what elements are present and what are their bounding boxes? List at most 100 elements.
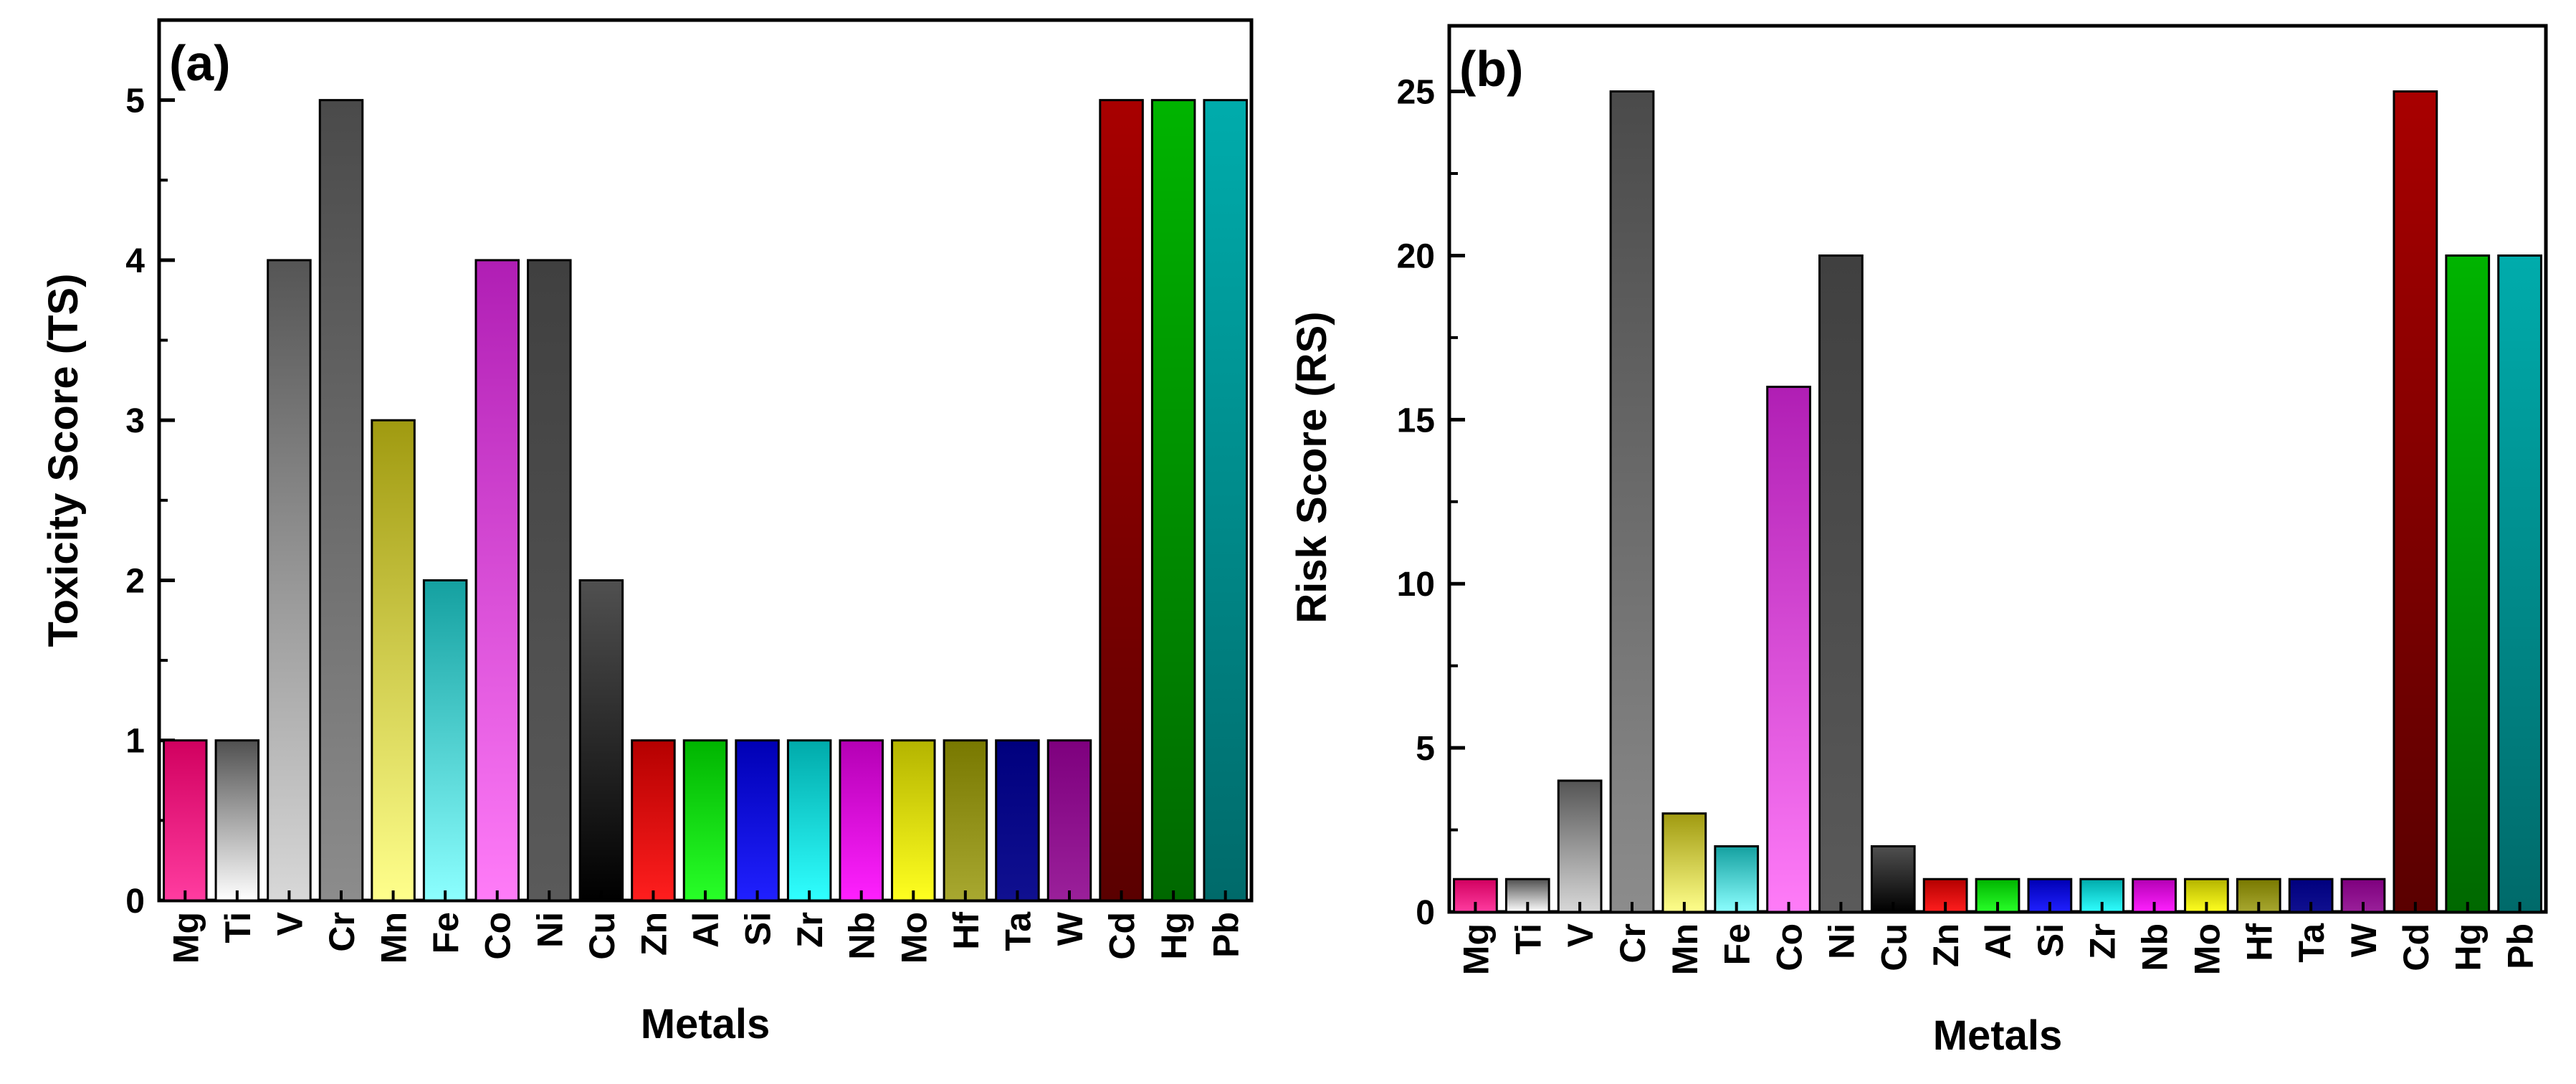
panel-a-bar-zr [786, 739, 832, 902]
panel-a-bar-nb [839, 739, 884, 902]
panel-b-bar-mn [1661, 812, 1707, 913]
panel-a-x-tick-label-hf: Hf [946, 912, 986, 950]
panel-a-bar-co [474, 259, 520, 902]
panel-b: 0 5 10 15 20 25 Mg Ti V Cr Mn Fe Co Ni Cu Zn Al Si Zr Nb Mo… [1289, 24, 2548, 1059]
panel-a-x-tick-label-zn: Zn [634, 912, 674, 956]
panel-b-x-axis-title: Metals [1933, 1012, 2063, 1059]
panel-a-x-tick-label-mg: Mg [166, 912, 206, 964]
panel-a-x-tick-label-mn: Mn [374, 912, 414, 964]
panel-b-x-tick-label-cu: Cu [1874, 923, 1914, 971]
panel-a-x-tick-label-al: Al [686, 912, 726, 948]
panel-a-bar-pb [1203, 99, 1248, 902]
panel-a-bar-mn [371, 419, 416, 902]
panel-b-y-tick-label: 5 [1416, 730, 1435, 768]
panel-b-x-tick-label-ni: Ni [1821, 923, 1861, 959]
panel-b-y-tick-label: 25 [1397, 74, 1435, 112]
panel-b-x-tick-label-ta: Ta [2291, 923, 2332, 963]
panel-a-bar-mo [891, 739, 936, 902]
panel-a-x-tick-label-pb: Pb [1206, 912, 1246, 958]
panel-a-bar-hf [943, 739, 988, 902]
panel-b-x-tick-label-ti: Ti [1508, 923, 1548, 955]
panel-b-tag: (b) [1459, 41, 1523, 97]
panel-a-bar-cu [578, 579, 624, 902]
panel-a-bar-ta [995, 739, 1040, 902]
panel-a-y-axis-title: Toxicity Score (TS) [40, 273, 87, 647]
panel-a-x-tick-label-hg: Hg [1154, 912, 1194, 960]
panel-b-x-tick-label-mn: Mn [1665, 923, 1705, 975]
panel-a-x-tick-label-fe: Fe [426, 912, 466, 954]
panel-b-x-tick-label-v: V [1560, 923, 1601, 947]
panel-b-x-tick-label-zn: Zn [1926, 923, 1966, 967]
panel-a-x-tick-label-cu: Cu [582, 912, 622, 960]
panel-a-x-axis-title: Metals [641, 1001, 771, 1047]
panel-a-x-tick-label-v: V [269, 911, 310, 936]
panel-a-x-tick-label-w: W [1050, 911, 1090, 946]
panel-a-bar-cr [318, 99, 364, 902]
panel-a-tag: (a) [169, 35, 231, 91]
panel-a-y-tick-label: 4 [125, 242, 145, 280]
panel-a-x-tick-label-cd: Cd [1102, 912, 1142, 960]
panel-b-x-tick-label-si: Si [2031, 923, 2071, 957]
panel-b-x-tick-label-cr: Cr [1613, 923, 1653, 964]
panel-b-y-tick-label: 15 [1397, 401, 1435, 439]
panel-a-bar-hg [1150, 99, 1196, 902]
panel-b-x-tick-label-hg: Hg [2448, 923, 2489, 971]
panel-a-y-tick-label: 2 [125, 562, 145, 600]
panel-a-x-tick-label-cr: Cr [322, 912, 362, 952]
panel-b-x-tick-label-fe: Fe [1717, 923, 1757, 965]
panel-a-y-ticks: 0 1 2 3 4 5 [125, 82, 175, 921]
panel-b-x-tick-label-w: W [2344, 923, 2384, 957]
panel-a-bar-si [735, 739, 780, 902]
panel-b-bar-pb [2497, 254, 2542, 913]
panel-b-bar-co [1766, 386, 1811, 913]
panel-b-x-tick-label-zr: Zr [2083, 923, 2123, 959]
panel-a-bar-v [267, 259, 312, 902]
panel-b-x-tick-label-pb: Pb [2501, 923, 2541, 969]
panel-b-y-axis-title: Risk Score (RS) [1289, 311, 1335, 623]
panel-a-x-tick-label-ti: Ti [218, 912, 258, 943]
panel-a-x-tick-label-si: Si [738, 912, 778, 946]
panel-a-x-tick-label-ta: Ta [998, 911, 1038, 951]
panel-a-bar-ti [214, 739, 260, 902]
panel-a-bar-fe [422, 579, 468, 902]
panel-b-x-tick-label-mo: Mo [2187, 923, 2227, 975]
panel-b-bars [1453, 90, 2542, 913]
panel-a-x-tick-label-zr: Zr [790, 912, 830, 948]
panel-a-x-tick-label-mo: Mo [894, 912, 934, 964]
panel-a-bar-al [682, 739, 728, 902]
panel-b-bar-cu [1870, 845, 1916, 913]
panel-a-bar-ni [527, 259, 572, 902]
panel-b-y-tick-label: 10 [1397, 566, 1435, 604]
panel-a-y-tick-label: 3 [125, 402, 145, 440]
panel-a: 0 1 2 3 4 5 Mg Ti V Cr Mn Fe Co Ni Cu Zn Al Si Zr Nb Mo Hf Ta… [40, 18, 1254, 1047]
panel-b-y-tick-label: 20 [1397, 237, 1435, 275]
panel-a-bar-mg [163, 739, 208, 902]
panel-b-x-tick-label-mg: Mg [1456, 923, 1496, 975]
panel-b-y-ticks: 0 5 10 15 20 25 [1397, 74, 1465, 932]
panel-b-x-tick-label-al: Al [1978, 923, 2018, 959]
panel-a-bar-cd [1099, 99, 1144, 902]
panel-a-y-tick-label: 5 [125, 82, 145, 120]
panel-a-bar-zn [631, 739, 676, 902]
panel-b-x-tick-labels: Mg Ti V Cr Mn Fe Co Ni Cu Zn Al Si Zr Nb Mo Hf Ta W Cd Hg Pb [1456, 902, 2541, 975]
panel-a-x-tick-label-nb: Nb [842, 912, 882, 960]
panel-a-bar-w [1046, 739, 1092, 902]
panel-a-y-tick-label: 1 [125, 723, 145, 761]
panel-b-y-tick-label: 0 [1416, 894, 1435, 932]
panel-b-bar-cd [2393, 90, 2438, 913]
panel-b-bar-v [1557, 779, 1603, 913]
panel-b-bar-mo [2184, 878, 2229, 913]
panel-b-bar-fe [1714, 845, 1760, 913]
panel-a-x-tick-label-co: Co [478, 912, 518, 960]
panel-a-x-tick-labels: Mg Ti V Cr Mn Fe Co Ni Cu Zn Al Si Zr Nb Mo Hf Ta W Cd Hg Pb [166, 890, 1246, 964]
panel-b-bar-cr [1609, 90, 1655, 913]
panel-b-x-tick-label-hf: Hf [2239, 923, 2279, 961]
panel-b-x-tick-label-cd: Cd [2396, 923, 2436, 971]
panel-b-x-tick-label-nb: Nb [2135, 923, 2175, 971]
panel-b-bar-hg [2445, 254, 2491, 913]
panel-b-bar-ni [1818, 254, 1864, 913]
panel-b-x-tick-label-co: Co [1770, 923, 1810, 971]
panel-a-x-tick-label-ni: Ni [530, 912, 570, 948]
panel-a-bars [163, 99, 1248, 902]
